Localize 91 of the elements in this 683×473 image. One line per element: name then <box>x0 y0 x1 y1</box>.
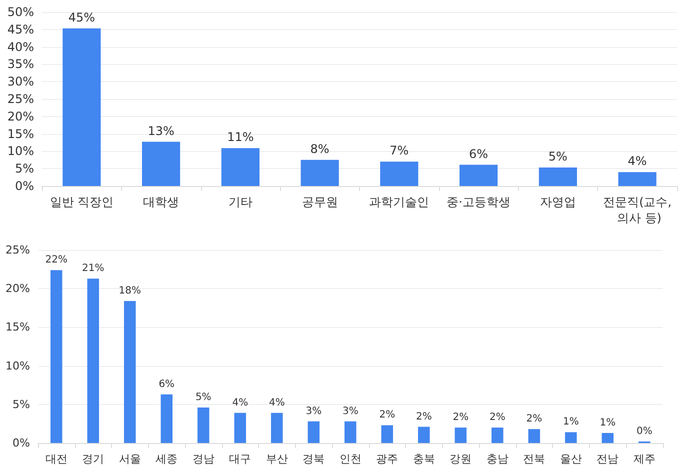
x-tick-label: 서울 <box>118 452 141 466</box>
x-tick-label: 일반 직장인 <box>50 195 114 209</box>
data-label: 2% <box>489 412 506 424</box>
data-label: 45% <box>68 10 96 24</box>
x-tick-label: 대구 <box>229 452 252 466</box>
bar <box>460 164 498 186</box>
y-tick-label: 0% <box>14 179 34 193</box>
data-label: 0% <box>636 426 652 437</box>
x-tick-label: 대전 <box>45 452 68 466</box>
x-tick-label: 인천 <box>339 452 362 466</box>
y-tick-label: 20% <box>7 109 34 124</box>
y-tick-label: 10% <box>7 144 34 158</box>
x-tick-label: 제주 <box>633 452 656 466</box>
data-label: 4% <box>268 397 285 408</box>
data-label: 7% <box>390 144 409 158</box>
y-tick-label: 25% <box>6 244 30 256</box>
data-label: 18% <box>118 285 141 296</box>
y-tick-label: 15% <box>6 320 30 334</box>
bar <box>308 421 320 443</box>
bar <box>300 160 339 186</box>
y-tick-label: 20% <box>6 282 30 296</box>
data-label: 11% <box>227 130 254 144</box>
bar <box>344 421 356 443</box>
bar <box>538 168 577 186</box>
x-tick-label: 경북 <box>302 452 325 466</box>
y-tick-label: 5% <box>12 398 30 411</box>
x-tick-label: 울산 <box>560 452 582 466</box>
bar <box>62 28 101 186</box>
y-tick-label: 30% <box>7 74 34 89</box>
bar <box>418 426 430 443</box>
data-label: 3% <box>306 406 322 417</box>
bar <box>454 428 467 443</box>
bar <box>492 428 504 443</box>
data-label: 4% <box>628 154 647 168</box>
bar <box>618 172 656 186</box>
data-label: 1% <box>562 416 579 428</box>
data-label: 2% <box>416 411 432 422</box>
y-tick-label: 15% <box>7 126 34 141</box>
data-label: 21% <box>82 263 104 274</box>
data-label: 2% <box>526 414 542 425</box>
x-tick-label: 과학기술인 <box>369 195 430 209</box>
y-tick-label: 5% <box>14 162 34 176</box>
x-tick-label: 충남 <box>486 452 508 466</box>
x-tick-label: 충북 <box>412 452 435 466</box>
data-label: 6% <box>158 378 175 390</box>
data-label: 2% <box>452 412 469 424</box>
bar <box>50 270 62 443</box>
x-tick-label: 전남 <box>596 452 619 466</box>
data-label: 13% <box>148 124 174 138</box>
x-tick-label: 전북 <box>523 452 546 466</box>
data-label: 4% <box>232 397 248 408</box>
y-tick-label: 25% <box>7 92 34 106</box>
bar <box>565 432 577 443</box>
x-tick-label: 부산 <box>266 452 288 466</box>
bar <box>87 278 100 443</box>
x-tick-label: 광주 <box>376 452 398 466</box>
x-tick-label: 기타 <box>228 195 252 209</box>
bar <box>528 429 540 443</box>
bar <box>160 394 173 443</box>
bar <box>142 142 180 186</box>
bar <box>602 432 614 443</box>
x-tick-label: 세종 <box>156 452 178 466</box>
bar <box>234 412 246 443</box>
data-label: 1% <box>600 417 616 428</box>
bar <box>380 162 418 186</box>
data-label: 5% <box>548 150 568 164</box>
y-tick-label: 0% <box>12 436 30 450</box>
bar <box>271 412 283 443</box>
data-label: 6% <box>469 146 488 161</box>
x-tick-label: 자영업 <box>540 195 576 209</box>
x-tick-label: 대학생 <box>143 195 180 209</box>
y-tick-label: 10% <box>6 359 30 372</box>
y-tick-label: 50% <box>7 5 34 19</box>
bar <box>198 407 210 443</box>
data-label: 22% <box>45 254 68 266</box>
x-tick-label: 경남 <box>192 452 214 466</box>
bar <box>381 425 394 443</box>
y-tick-label: 35% <box>7 57 34 72</box>
x-tick-label: 공무원 <box>302 195 338 209</box>
x-tick-label: 경기 <box>82 452 104 466</box>
x-tick-label: 중·고등학생 <box>446 195 510 209</box>
bar <box>124 300 136 443</box>
x-tick-label: 전문직(교수, 의사 등) <box>603 195 672 225</box>
data-label: 8% <box>310 142 330 156</box>
data-label: 3% <box>342 406 358 417</box>
y-tick-label: 40% <box>7 40 34 54</box>
data-label: 2% <box>379 410 396 421</box>
y-tick-label: 45% <box>7 22 34 36</box>
x-tick-label: 강원 <box>450 452 472 466</box>
data-label: 5% <box>195 392 212 403</box>
bar <box>221 148 260 186</box>
